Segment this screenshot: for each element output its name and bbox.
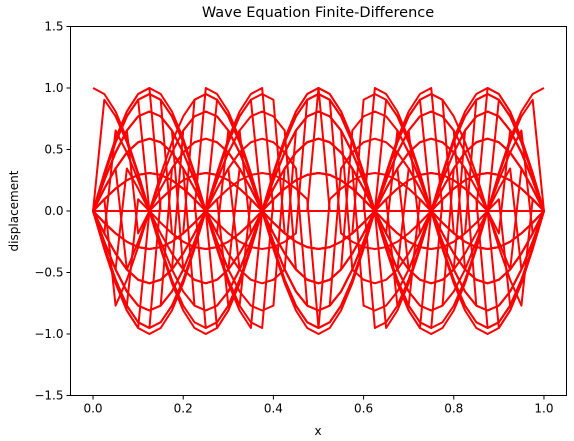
series-line	[92, 110, 545, 285]
series-line	[92, 110, 545, 285]
series-line	[92, 110, 545, 285]
y-tick-label: −1.5	[34, 389, 63, 403]
series-line	[92, 110, 545, 285]
y-tick-label: −0.5	[34, 266, 63, 280]
series-line	[92, 87, 545, 212]
x-tick-label: 0.4	[264, 402, 283, 416]
chart-title: Wave Equation Finite-Difference	[202, 5, 434, 21]
x-tick-label: 0.0	[83, 402, 102, 416]
x-tick-label: 0.2	[174, 402, 193, 416]
y-tick-label: −1.0	[34, 327, 63, 341]
y-tick-label: 1.0	[44, 81, 63, 95]
series-layer	[92, 87, 545, 335]
x-tick-label: 0.8	[444, 402, 463, 416]
series-line	[92, 110, 545, 312]
y-tick-label: 0.5	[44, 143, 63, 157]
y-axis-label: displacement	[7, 170, 21, 251]
series-line	[92, 110, 545, 312]
series-line	[92, 98, 545, 251]
series-line	[92, 137, 545, 312]
series-line	[92, 137, 545, 312]
x-axis-label: x	[314, 424, 321, 438]
x-tick-label: 0.6	[354, 402, 373, 416]
y-tick-label: 0.0	[44, 204, 63, 218]
y-tick-label: 1.5	[44, 20, 63, 34]
series-line	[92, 93, 545, 251]
y-axis: −1.5 −1.0 −0.5 0.0 0.5 1.0 1.5	[34, 20, 71, 403]
x-tick-label: 1.0	[534, 402, 553, 416]
x-axis: 0.0 0.2 0.4 0.6 0.8 1.0	[83, 395, 554, 416]
series-line	[92, 129, 545, 285]
series-line	[92, 93, 545, 329]
